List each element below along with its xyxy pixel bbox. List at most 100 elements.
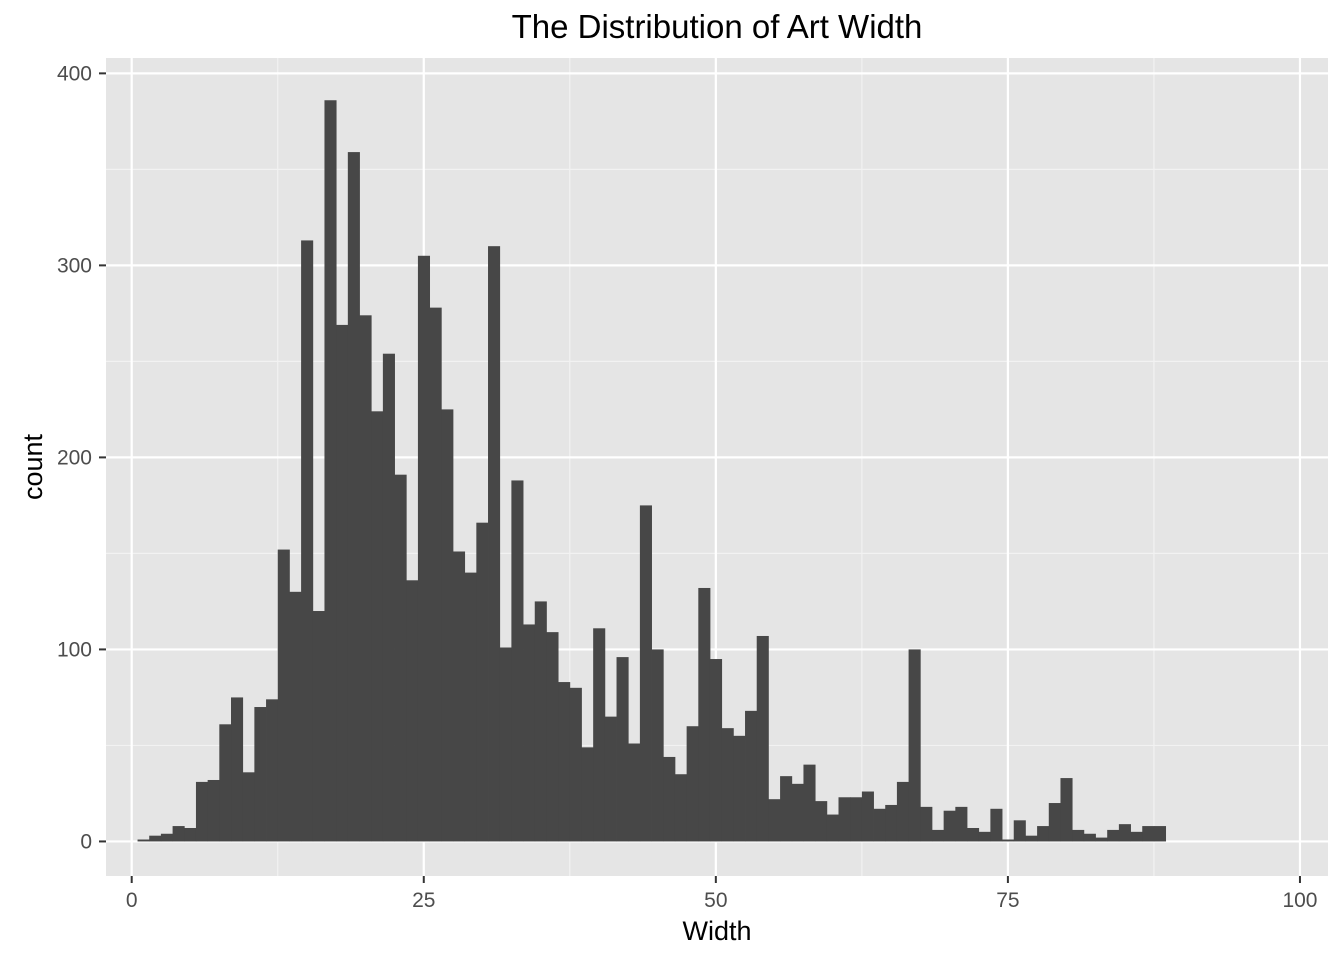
histogram-bar <box>499 647 512 842</box>
histogram-bar <box>1072 829 1085 842</box>
histogram-bar <box>686 726 699 842</box>
histogram-bar <box>943 810 956 842</box>
histogram-bar <box>604 716 617 842</box>
histogram-bar <box>1107 829 1120 842</box>
histogram-bar <box>324 100 337 842</box>
histogram-bar <box>955 806 968 842</box>
histogram-bar <box>266 699 279 842</box>
histogram-bar <box>896 781 909 842</box>
histogram-bar <box>733 735 746 842</box>
histogram-bar <box>371 411 384 842</box>
histogram-bar <box>523 624 536 842</box>
x-tick-label: 75 <box>996 889 1019 912</box>
y-axis: 0 100 200 300 400 <box>57 62 106 853</box>
histogram-bar <box>207 779 220 842</box>
x-tick-label: 100 <box>1282 889 1317 912</box>
histogram-bar <box>674 774 688 842</box>
histogram-bar <box>242 772 255 842</box>
histogram-bar <box>967 827 980 842</box>
histogram-bar <box>803 764 816 842</box>
histogram-bar <box>1118 824 1131 842</box>
histogram-bar <box>768 799 781 842</box>
histogram-bar <box>931 829 945 842</box>
histogram-bar <box>452 551 466 842</box>
x-tick-label: 0 <box>126 889 138 912</box>
histogram-bar <box>791 783 804 842</box>
histogram-bar <box>511 480 524 842</box>
histogram-bar <box>137 839 150 842</box>
histogram-bar <box>277 549 290 842</box>
histogram-bar <box>546 632 559 842</box>
histogram-bar <box>1037 826 1050 842</box>
histogram-bar <box>873 808 886 842</box>
histogram-bar <box>359 315 372 842</box>
histogram-bar <box>254 707 267 842</box>
histogram-bar <box>382 353 395 842</box>
x-tick-label: 50 <box>704 889 727 912</box>
histogram-bar <box>861 791 874 842</box>
histogram-bar <box>745 710 758 842</box>
histogram-bar <box>219 724 232 842</box>
histogram-bar <box>347 152 360 842</box>
histogram-bar <box>1153 826 1167 842</box>
histogram-bar <box>721 728 734 842</box>
histogram-bar <box>406 580 419 842</box>
histogram-bar <box>336 324 349 842</box>
y-tick-label: 100 <box>57 638 92 661</box>
histogram-bar <box>593 628 606 842</box>
histogram-bar <box>558 682 571 842</box>
histogram-bar <box>698 587 711 842</box>
x-axis-title: Width <box>682 916 751 946</box>
histogram-bar <box>464 572 477 842</box>
histogram-bar <box>780 776 793 842</box>
histogram-bar <box>1048 803 1061 842</box>
histogram-bar <box>885 804 898 842</box>
histogram-bar <box>172 826 185 842</box>
y-tick-label: 0 <box>80 830 92 853</box>
histogram-bar <box>628 743 641 842</box>
histogram-bar <box>709 659 723 842</box>
y-tick-label: 200 <box>57 446 92 469</box>
histogram-bar <box>417 255 431 842</box>
histogram-bar <box>195 781 209 842</box>
histogram-bar <box>301 240 314 842</box>
histogram-bar <box>663 756 676 842</box>
histogram-bar <box>990 808 1003 842</box>
histogram-bar <box>756 635 769 842</box>
histogram-bar <box>160 833 173 842</box>
histogram-bar <box>441 409 454 842</box>
histogram-bar <box>534 601 547 842</box>
chart-title: The Distribution of Art Width <box>512 8 923 45</box>
histogram-bar <box>581 747 594 842</box>
histogram-bar <box>312 611 325 842</box>
y-axis-title: count <box>18 433 48 500</box>
histogram-bar <box>429 307 442 842</box>
histogram-bar <box>184 827 197 842</box>
histogram-bar <box>651 649 664 842</box>
histogram-bar <box>394 474 407 842</box>
histogram-bar <box>616 657 629 842</box>
histogram-bar <box>850 797 863 842</box>
y-tick-label: 300 <box>57 254 92 277</box>
histogram-bar <box>1002 839 1015 842</box>
histogram-bar <box>569 687 582 842</box>
histogram-bar <box>826 814 839 842</box>
histogram-bar <box>838 797 851 842</box>
histogram-bar <box>920 806 933 842</box>
histogram-bar <box>978 831 991 842</box>
histogram-bar <box>1025 835 1038 842</box>
histogram-bar <box>639 505 652 842</box>
histogram-bar <box>815 801 828 842</box>
y-tick-label: 400 <box>57 62 92 85</box>
histogram-bar <box>1142 826 1155 842</box>
histogram-bar <box>231 697 244 842</box>
x-tick-label: 25 <box>412 889 435 912</box>
histogram-bar <box>488 246 501 842</box>
histogram-bar <box>908 649 921 842</box>
histogram-bar <box>1083 833 1096 842</box>
histogram-bar <box>1130 831 1143 842</box>
histogram-bars <box>137 100 1167 842</box>
minor-gridlines <box>106 58 1328 876</box>
histogram-bar <box>1060 778 1073 842</box>
